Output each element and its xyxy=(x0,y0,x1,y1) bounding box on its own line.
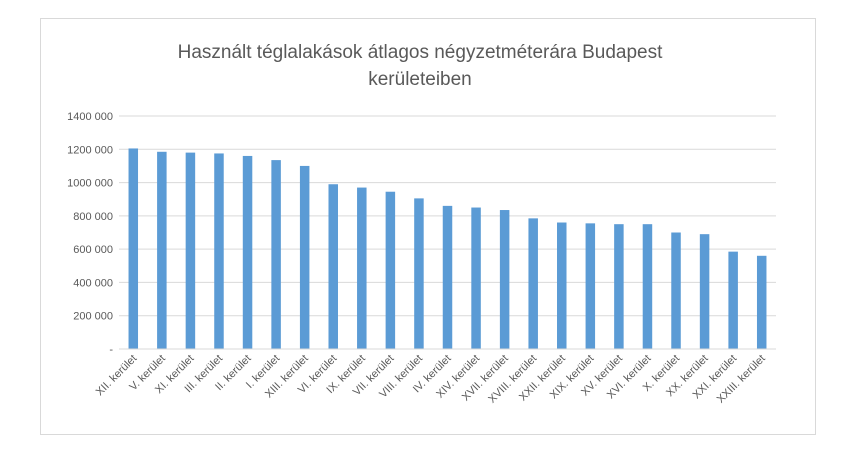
y-tick-label: 1200 000 xyxy=(67,144,113,156)
bar xyxy=(357,187,367,349)
bar xyxy=(728,251,738,349)
y-axis-tick-labels: - 200 000 400 000 600 000 800 000 1000 000 120… xyxy=(67,111,113,356)
bar xyxy=(499,210,510,349)
bar xyxy=(671,232,681,349)
bar xyxy=(128,148,139,349)
bar xyxy=(271,160,281,349)
y-tick-label: - xyxy=(109,344,113,356)
bar xyxy=(157,151,167,349)
chart-title-line-2: kerületeiben xyxy=(368,69,472,90)
bars xyxy=(128,148,767,349)
chart-title-line-1: Használt téglalakások átlagos négyzetmét… xyxy=(178,42,664,63)
bar-chart: Használt téglalakások átlagos négyzetmét… xyxy=(67,42,776,406)
bar xyxy=(756,255,767,349)
y-tick-label: 800 000 xyxy=(73,211,113,223)
y-tick-label: 200 000 xyxy=(73,311,113,323)
bar xyxy=(442,205,453,349)
bar xyxy=(328,184,338,349)
bar xyxy=(299,165,310,349)
bar xyxy=(585,223,596,349)
bar xyxy=(528,218,538,349)
bar xyxy=(214,153,224,349)
y-tick-label: 400 000 xyxy=(73,277,113,289)
y-tick-label: 1000 000 xyxy=(67,178,113,190)
bar xyxy=(614,224,624,349)
bar xyxy=(385,191,396,349)
bar xyxy=(414,198,424,349)
bar xyxy=(185,152,196,349)
x-tick-label: XII. kerület xyxy=(94,353,140,399)
bar xyxy=(642,224,653,349)
bar xyxy=(699,234,710,349)
bar xyxy=(471,207,481,349)
bar xyxy=(242,155,253,349)
y-tick-label: 600 000 xyxy=(73,244,113,256)
chart-frame: Használt téglalakások átlagos négyzetmét… xyxy=(40,18,816,435)
y-tick-label: 1400 000 xyxy=(67,111,113,123)
bar xyxy=(557,222,567,349)
